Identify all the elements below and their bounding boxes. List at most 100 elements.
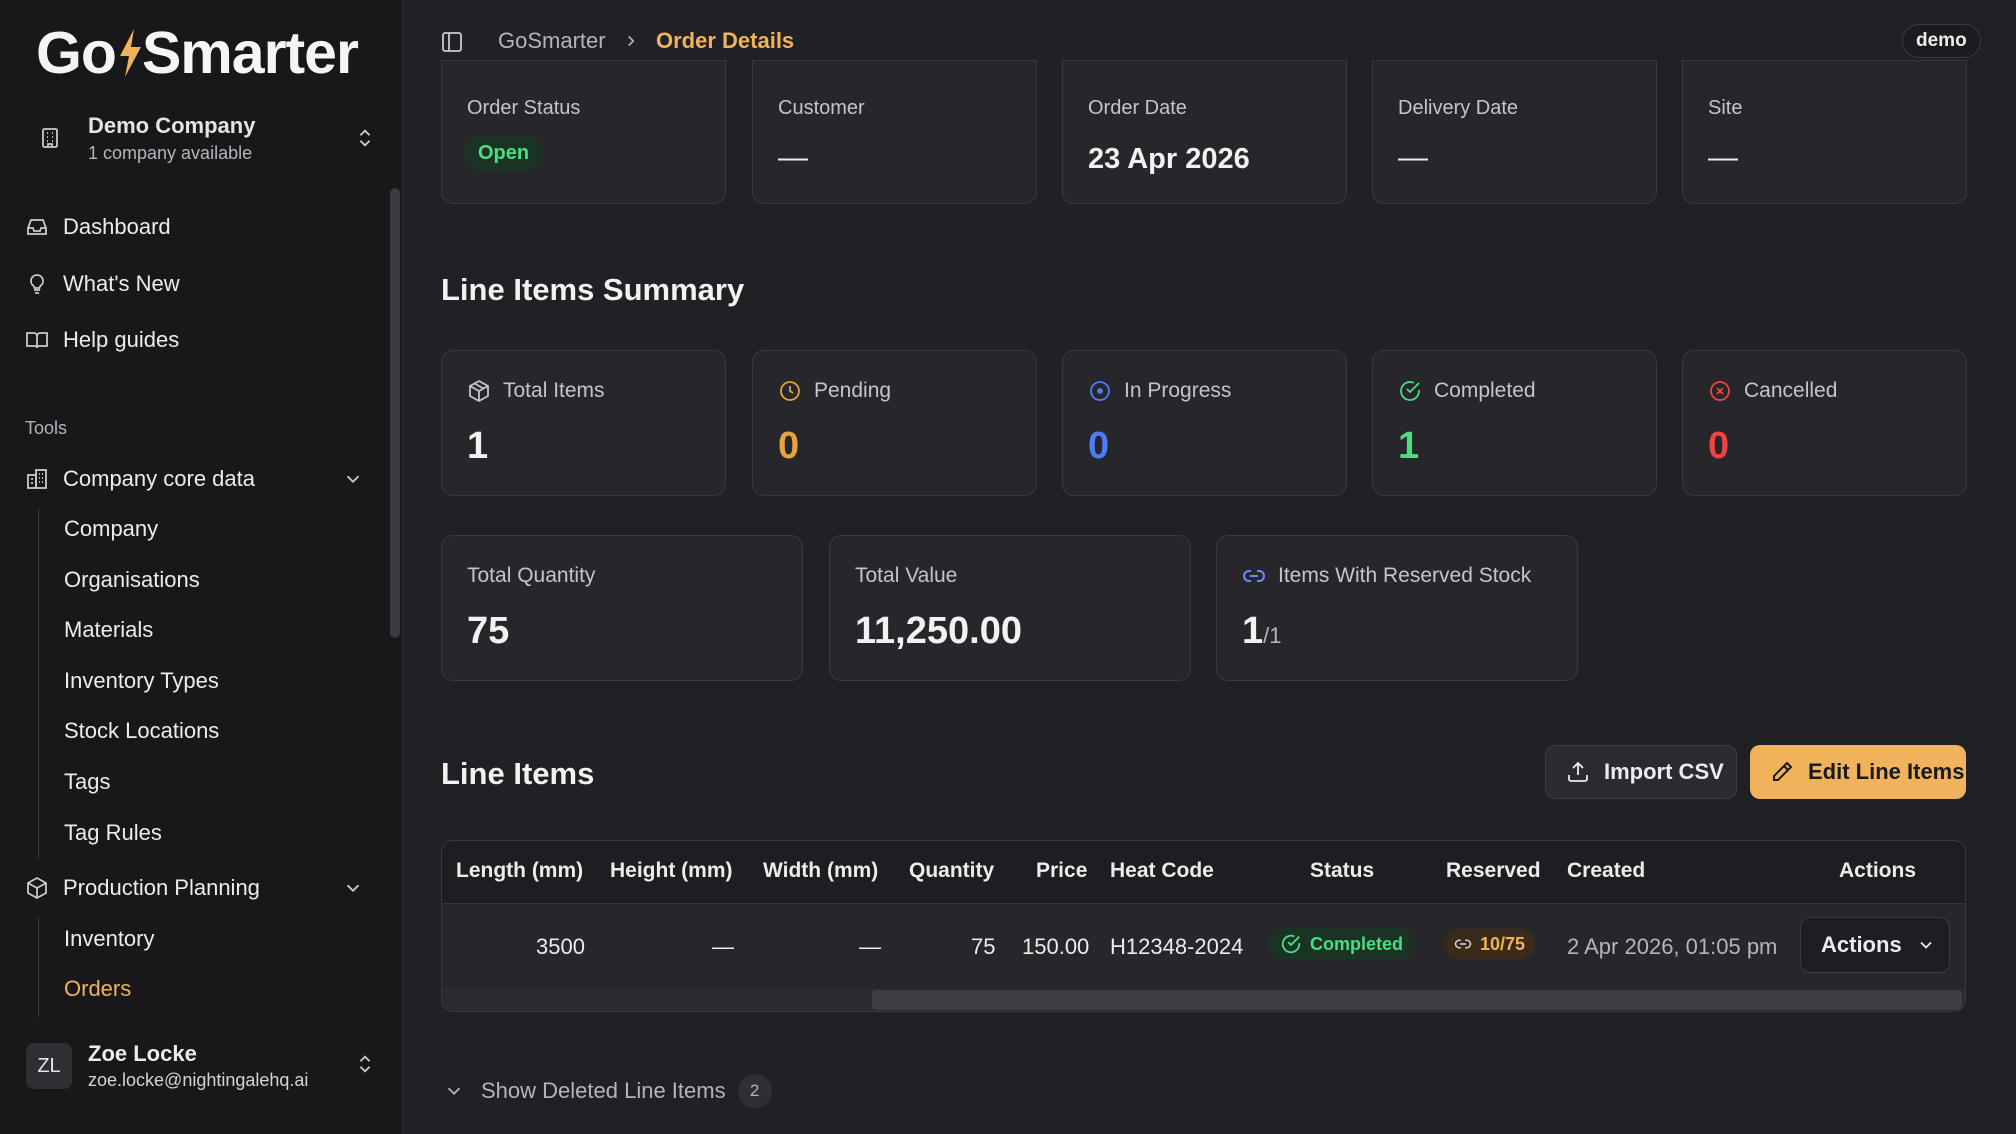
cell-height: — — [712, 934, 734, 959]
column-header-length[interactable]: Length (mm) — [456, 859, 584, 882]
customer-card: Customer — — [752, 60, 1037, 204]
pencil-icon — [1770, 760, 1794, 784]
sidebar-item-orders[interactable]: Orders — [64, 976, 132, 1001]
customer-value: — — [778, 141, 808, 174]
delivery-date-label: Delivery Date — [1398, 97, 1519, 119]
table-scrollbar-thumb[interactable] — [872, 990, 1962, 1010]
chevron-down-icon[interactable] — [342, 877, 364, 899]
chevron-down-icon[interactable] — [342, 468, 364, 490]
site-card: Site — — [1682, 60, 1967, 204]
company-name: Demo Company — [88, 112, 256, 138]
lightning-bolt-icon — [115, 27, 145, 79]
sidebar-item-organisations[interactable]: Organisations — [64, 567, 200, 592]
customer-label: Customer — [778, 97, 865, 119]
total-items-value: 1 — [467, 425, 489, 467]
user-email: zoe.locke@nightingalehq.ai — [88, 1070, 309, 1090]
total-quantity-card: Total Quantity 75 — [441, 535, 803, 681]
user-menu[interactable]: ZL Zoe Locke zoe.locke@nightingalehq.ai — [26, 1038, 386, 1094]
environment-badge: demo — [1902, 24, 1981, 58]
company-count: 1 company available — [88, 142, 253, 163]
reserved-stock-value: 1 — [1242, 610, 1264, 652]
line-items-table: Length (mm) Height (mm) Width (mm) Quant… — [441, 840, 1966, 1012]
site-value: — — [1708, 141, 1738, 174]
app-logo[interactable]: Go Smarter — [36, 18, 359, 88]
nav-help-guides[interactable]: Help guides — [25, 323, 179, 357]
pending-card: Pending 0 — [752, 350, 1037, 496]
column-header-quantity[interactable]: Quantity — [909, 859, 995, 882]
edit-line-items-button[interactable]: Edit Line Items — [1750, 745, 1966, 799]
import-csv-button[interactable]: Import CSV — [1545, 745, 1737, 799]
chevron-down-icon — [443, 1080, 465, 1102]
completed-value: 1 — [1398, 425, 1420, 467]
avatar: ZL — [26, 1043, 72, 1089]
nav-production-planning[interactable]: Production Planning — [25, 871, 260, 905]
total-items-label: Total Items — [503, 379, 605, 402]
sidebar-scrollbar[interactable] — [390, 188, 400, 638]
show-deleted-toggle[interactable]: Show Deleted Line Items 2 — [443, 1074, 772, 1108]
sidebar-item-inventory-types[interactable]: Inventory Types — [64, 668, 219, 693]
top-bar: GoSmarter Order Details demo — [404, 0, 2016, 82]
import-csv-label: Import CSV — [1604, 759, 1724, 784]
nav-dashboard[interactable]: Dashboard — [25, 210, 171, 244]
nav-dashboard-label: Dashboard — [63, 214, 171, 239]
nav-company-core-data[interactable]: Company core data — [25, 462, 255, 496]
column-header-heat-code[interactable]: Heat Code — [1110, 859, 1214, 882]
status-badge: Open — [464, 135, 544, 171]
sidebar-item-tags[interactable]: Tags — [64, 769, 111, 794]
cell-created: 2 Apr 2026, 01:05 pm — [1567, 934, 1778, 959]
header-divider — [442, 903, 1965, 904]
reserved-stock-label: Items With Reserved Stock — [1278, 564, 1532, 587]
lightbulb-icon — [25, 272, 49, 296]
sidebar-toggle-icon[interactable] — [440, 30, 464, 54]
check-circle-icon — [1280, 933, 1302, 955]
chevrons-up-down-icon[interactable] — [354, 1053, 376, 1075]
company-switcher[interactable]: Demo Company 1 company available — [22, 108, 382, 168]
cell-price: 150.00 — [1022, 934, 1090, 959]
edit-line-items-label: Edit Line Items — [1808, 759, 1965, 784]
table-row[interactable]: 3500 — — 75 150.00 H12348-2024 Completed… — [442, 904, 1965, 988]
column-header-width[interactable]: Width (mm) — [763, 859, 879, 882]
completed-label: Completed — [1434, 379, 1536, 402]
reserved-text: 10/75 — [1480, 933, 1526, 954]
order-date-card: Order Date 23 Apr 2026 — [1062, 60, 1347, 204]
link-icon — [1454, 935, 1472, 953]
sidebar-item-inventory[interactable]: Inventory — [64, 926, 155, 951]
cell-width: — — [859, 934, 881, 959]
circle-dot-icon — [1088, 379, 1112, 403]
sidebar-item-tag-rules[interactable]: Tag Rules — [64, 820, 162, 845]
column-header-status[interactable]: Status — [1310, 859, 1375, 882]
tools-section-label: Tools — [25, 418, 68, 438]
reserved-badge[interactable]: 10/75 — [1444, 929, 1536, 959]
clock-icon — [778, 379, 802, 403]
inbox-icon — [25, 215, 49, 239]
nav-whats-new-label: What's New — [63, 271, 180, 296]
submenu-guide-line — [38, 917, 39, 1017]
logo-text-smarter: Smarter — [141, 20, 359, 86]
total-value-label: Total Value — [855, 564, 958, 587]
cell-quantity: 75 — [971, 934, 996, 959]
user-name: Zoe Locke — [88, 1041, 197, 1066]
sidebar-item-materials[interactable]: Materials — [64, 617, 154, 642]
logo-text-go: Go — [36, 20, 117, 86]
sidebar-item-company[interactable]: Company — [64, 516, 159, 541]
row-actions-button[interactable]: Actions — [1800, 917, 1950, 973]
cell-length: 3500 — [536, 934, 585, 959]
pending-label: Pending — [814, 379, 892, 402]
total-items-card: Total Items 1 — [441, 350, 726, 496]
nav-company-core-data-label: Company core data — [63, 466, 255, 491]
column-header-reserved[interactable]: Reserved — [1446, 859, 1541, 882]
column-header-height[interactable]: Height (mm) — [610, 859, 733, 882]
column-header-price[interactable]: Price — [1036, 859, 1088, 882]
column-header-actions: Actions — [1839, 859, 1917, 882]
cell-heat-code: H12348-2024 — [1110, 934, 1244, 959]
sidebar-item-stock-locations[interactable]: Stock Locations — [64, 718, 220, 743]
total-quantity-value: 75 — [467, 610, 510, 652]
order-date-label: Order Date — [1088, 97, 1187, 119]
order-status-label: Order Status — [467, 97, 581, 119]
chevrons-up-down-icon[interactable] — [354, 127, 376, 149]
breadcrumb-root[interactable]: GoSmarter — [498, 28, 606, 53]
nav-whats-new[interactable]: What's New — [25, 267, 180, 301]
in-progress-label: In Progress — [1124, 379, 1232, 402]
building-icon — [38, 126, 62, 150]
column-header-created[interactable]: Created — [1567, 859, 1646, 882]
